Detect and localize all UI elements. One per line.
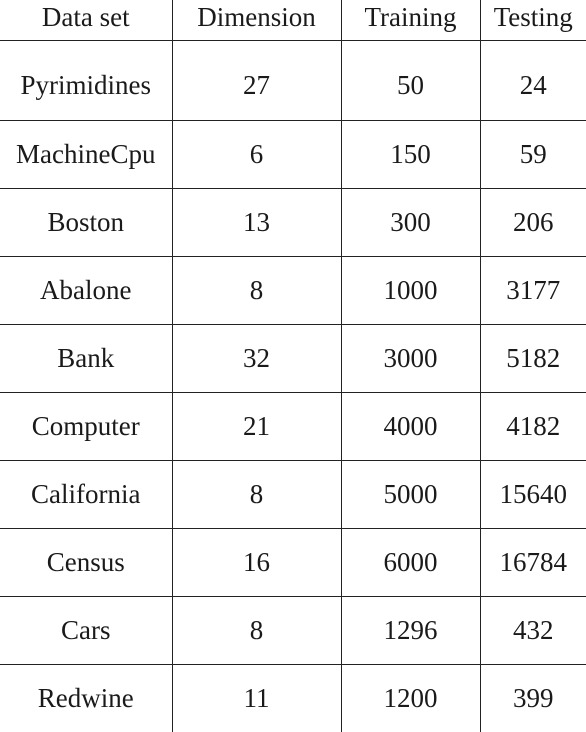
cell-dimension: 8	[171, 256, 341, 325]
cell-data-set: Boston	[0, 188, 172, 257]
cell-training: 1200	[340, 664, 480, 732]
cell-testing: 16784	[479, 528, 586, 597]
cell-testing: 206	[479, 188, 586, 257]
table-row: Computer 21 4000 4182	[0, 392, 586, 461]
table-row: Cars 8 1296 432	[0, 596, 586, 665]
cell-testing: 399	[479, 664, 586, 732]
header-testing: Testing	[479, 0, 586, 41]
cell-training: 300	[340, 188, 480, 257]
table-row: California 8 5000 15640	[0, 460, 586, 529]
cell-training: 6000	[340, 528, 480, 597]
cell-dimension: 11	[171, 664, 341, 732]
cell-testing: 24	[479, 52, 586, 121]
cell-dimension: 8	[171, 460, 341, 529]
cell-dimension: 21	[171, 392, 341, 461]
cell-training: 4000	[340, 392, 480, 461]
cell-data-set: Redwine	[37, 682, 134, 713]
cell-testing: 4182	[479, 392, 586, 461]
cell-data-set: California	[0, 460, 172, 529]
table-row: MachineCpu 6 150 59	[0, 120, 586, 189]
cell-dimension: 16	[171, 528, 341, 597]
cell-data-set: Cars	[0, 596, 172, 665]
cell-data-set: Pyrimidines	[0, 52, 172, 121]
header-training: Training	[340, 0, 480, 41]
cell-training: 150	[340, 120, 480, 189]
header-double-rule	[0, 39, 586, 52]
cell-dimension: 8	[171, 596, 341, 665]
cell-training: 50	[340, 52, 480, 121]
cell-training: 1000	[340, 256, 480, 325]
cell-testing: 15640	[479, 460, 586, 529]
cell-dimension: 27	[171, 52, 341, 121]
cell-training: 1296	[340, 596, 480, 665]
cell-training: 5000	[340, 460, 480, 529]
cell-data-set: Abalone	[0, 256, 172, 325]
cell-testing: 3177	[479, 256, 586, 325]
header-dimension: Dimension	[171, 0, 341, 41]
cell-data-set: Census	[0, 528, 172, 597]
cell-data-set: MachineCpu	[0, 120, 172, 189]
table-row: Redwine 11 1200 399	[0, 664, 586, 732]
cell-dimension: 13	[171, 188, 341, 257]
cell-data-set: Bank	[0, 324, 172, 393]
cell-training: 3000	[340, 324, 480, 393]
table-row: Pyrimidines 27 50 24	[0, 52, 586, 121]
cell-testing: 432	[479, 596, 586, 665]
cell-testing: 59	[479, 120, 586, 189]
table-row: Abalone 8 1000 3177	[0, 256, 586, 325]
table-row: Census 16 6000 16784	[0, 528, 586, 597]
cell-dimension: 32	[171, 324, 341, 393]
header-data-set: Data set	[0, 0, 172, 41]
table-row: Bank 32 3000 5182	[0, 324, 586, 393]
cell-testing: 5182	[479, 324, 586, 393]
cell-dimension: 6	[171, 120, 341, 189]
table-row: Boston 13 300 206	[0, 188, 586, 257]
cell-data-set: Computer	[0, 392, 172, 461]
header-row: Data set Dimension Training Testing	[0, 0, 586, 41]
